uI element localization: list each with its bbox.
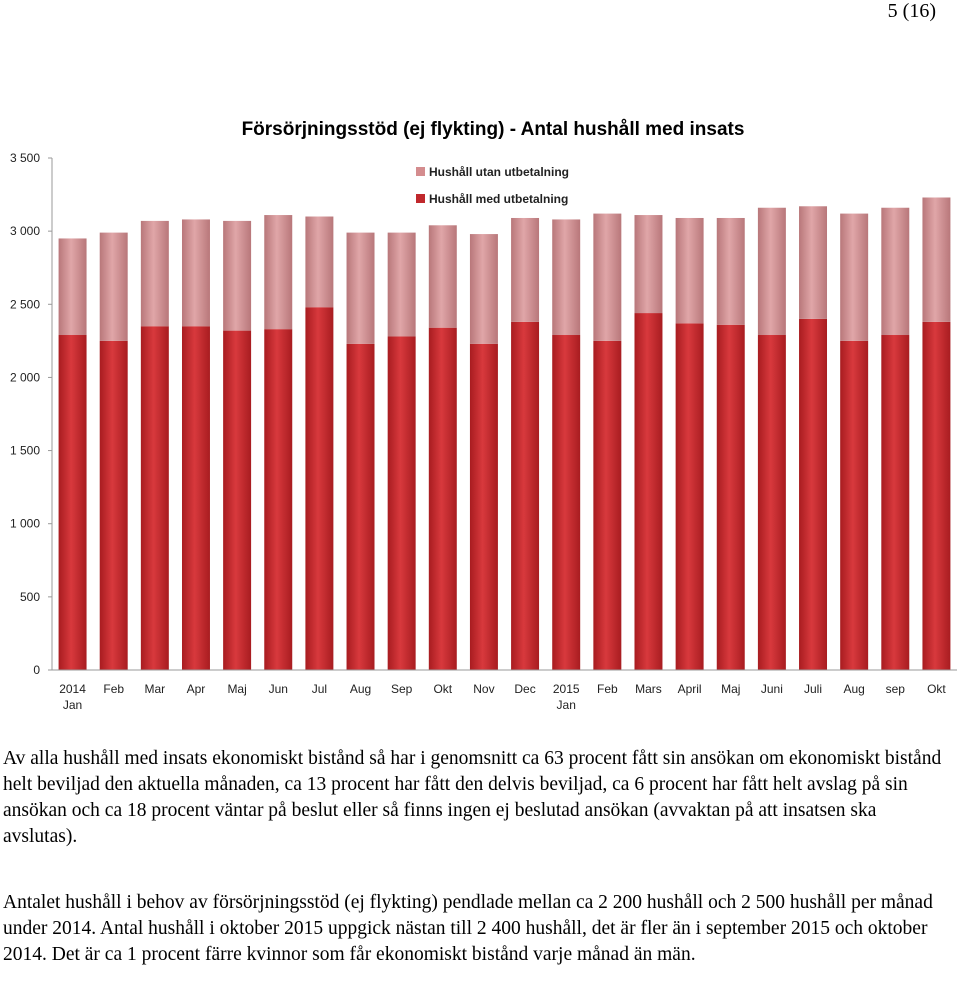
bar-utan-utbetalning: [716, 217, 745, 325]
x-tick-label: April: [678, 682, 702, 696]
x-tick-label: Feb: [103, 682, 124, 696]
y-tick-label: 3 000: [10, 224, 40, 238]
x-tick-label: Maj: [227, 682, 246, 696]
x-tick-label: Apr: [187, 682, 206, 696]
bar-utan-utbetalning: [881, 207, 910, 336]
x-tick-label: Jun: [269, 682, 288, 696]
bar-utan-utbetalning: [264, 215, 293, 330]
bar-med-utbetalning: [387, 336, 416, 670]
bar-utan-utbetalning: [140, 220, 169, 327]
bar-med-utbetalning: [140, 326, 169, 670]
bars: [58, 197, 951, 670]
y-tick-label: 1 000: [10, 517, 40, 531]
x-tick-label: Sep: [391, 682, 413, 696]
y-axis: 0 500 1 000 1 500 2 000 2 500 3 000 3 500: [10, 151, 53, 677]
bar-med-utbetalning: [840, 340, 869, 670]
bar-med-utbetalning: [346, 343, 375, 670]
bar-utan-utbetalning: [799, 206, 828, 319]
bar-utan-utbetalning: [511, 217, 540, 322]
x-tick-label: Mars: [635, 682, 662, 696]
bar-utan-utbetalning: [593, 213, 622, 341]
bar-utan-utbetalning: [387, 232, 416, 337]
bar-med-utbetalning: [58, 335, 87, 670]
y-tick-label: 500: [20, 590, 40, 604]
bar-med-utbetalning: [264, 329, 293, 670]
y-tick-label: 2 000: [10, 370, 40, 384]
bar-utan-utbetalning: [634, 215, 663, 314]
bar-med-utbetalning: [757, 335, 786, 670]
legend-label: Hushåll med utbetalning: [429, 192, 568, 206]
bar-chart: Försörjningsstöd (ej flykting) - Antal h…: [0, 110, 960, 720]
bar-utan-utbetalning: [552, 219, 581, 336]
bar-med-utbetalning: [181, 326, 210, 670]
bar-med-utbetalning: [593, 340, 622, 670]
x-tick-label: Mar: [145, 682, 166, 696]
legend-swatch: [416, 194, 425, 203]
chart-title: Försörjningsstöd (ej flykting) - Antal h…: [242, 119, 745, 140]
x-tick-label: Dec: [514, 682, 535, 696]
x-tick-label: Aug: [843, 682, 864, 696]
bar-med-utbetalning: [675, 323, 704, 670]
x-tick-label: Maj: [721, 682, 740, 696]
bar-med-utbetalning: [634, 313, 663, 670]
y-tick-label: 1 500: [10, 444, 40, 458]
x-tick-label: sep: [886, 682, 906, 696]
bar-utan-utbetalning: [428, 225, 457, 328]
y-tick-label: 0: [33, 663, 40, 677]
x-tick-label: Jan: [557, 698, 576, 712]
bar-utan-utbetalning: [469, 234, 498, 344]
bar-utan-utbetalning: [757, 207, 786, 336]
bar-utan-utbetalning: [99, 232, 128, 341]
bar-utan-utbetalning: [181, 219, 210, 327]
bar-med-utbetalning: [223, 330, 252, 670]
x-tick-label: Jan: [63, 698, 82, 712]
bar-med-utbetalning: [99, 340, 128, 670]
bar-utan-utbetalning: [922, 197, 951, 322]
bar-utan-utbetalning: [58, 238, 87, 336]
y-tick-label: 3 500: [10, 151, 40, 165]
bar-med-utbetalning: [305, 307, 334, 670]
x-tick-label: Okt: [927, 682, 946, 696]
bar-med-utbetalning: [511, 321, 540, 670]
bar-utan-utbetalning: [346, 232, 375, 344]
bar-med-utbetalning: [716, 324, 745, 670]
bar-med-utbetalning: [881, 335, 910, 670]
legend-label: Hushåll utan utbetalning: [429, 165, 569, 179]
bar-med-utbetalning: [799, 318, 828, 670]
bar-med-utbetalning: [922, 321, 951, 670]
bar-med-utbetalning: [428, 327, 457, 670]
bar-utan-utbetalning: [840, 213, 869, 341]
x-tick-label: 2015: [553, 682, 580, 696]
x-tick-label: Aug: [350, 682, 371, 696]
page-number: 5 (16): [887, 0, 936, 22]
bar-utan-utbetalning: [305, 216, 334, 308]
x-tick-label: Feb: [597, 682, 618, 696]
x-tick-label: Juni: [761, 682, 783, 696]
paragraph-1: Av alla hushåll med insats ekonomiskt bi…: [3, 748, 942, 847]
legend: Hushåll utan utbetalning Hushåll med utbe…: [416, 165, 569, 206]
bar-utan-utbetalning: [675, 217, 704, 324]
bar-med-utbetalning: [469, 343, 498, 670]
x-tick-label: Jul: [312, 682, 327, 696]
bar-utan-utbetalning: [223, 220, 252, 331]
legend-swatch: [416, 167, 425, 176]
bar-med-utbetalning: [552, 335, 581, 670]
paragraph-2: Antalet hushåll i behov av försörjningss…: [3, 892, 933, 965]
x-tick-label: Okt: [433, 682, 452, 696]
y-tick-label: 2 500: [10, 297, 40, 311]
x-axis: 2014 Jan Feb Mar Apr Maj Jun Jul Aug Sep Okt Nov Dec…: [52, 669, 957, 712]
x-tick-label: Nov: [473, 682, 494, 696]
x-tick-label: Juli: [804, 682, 822, 696]
chart-canvas: Försörjningsstöd (ej flykting) - Antal h…: [10, 119, 957, 712]
x-tick-label: 2014: [59, 682, 86, 696]
